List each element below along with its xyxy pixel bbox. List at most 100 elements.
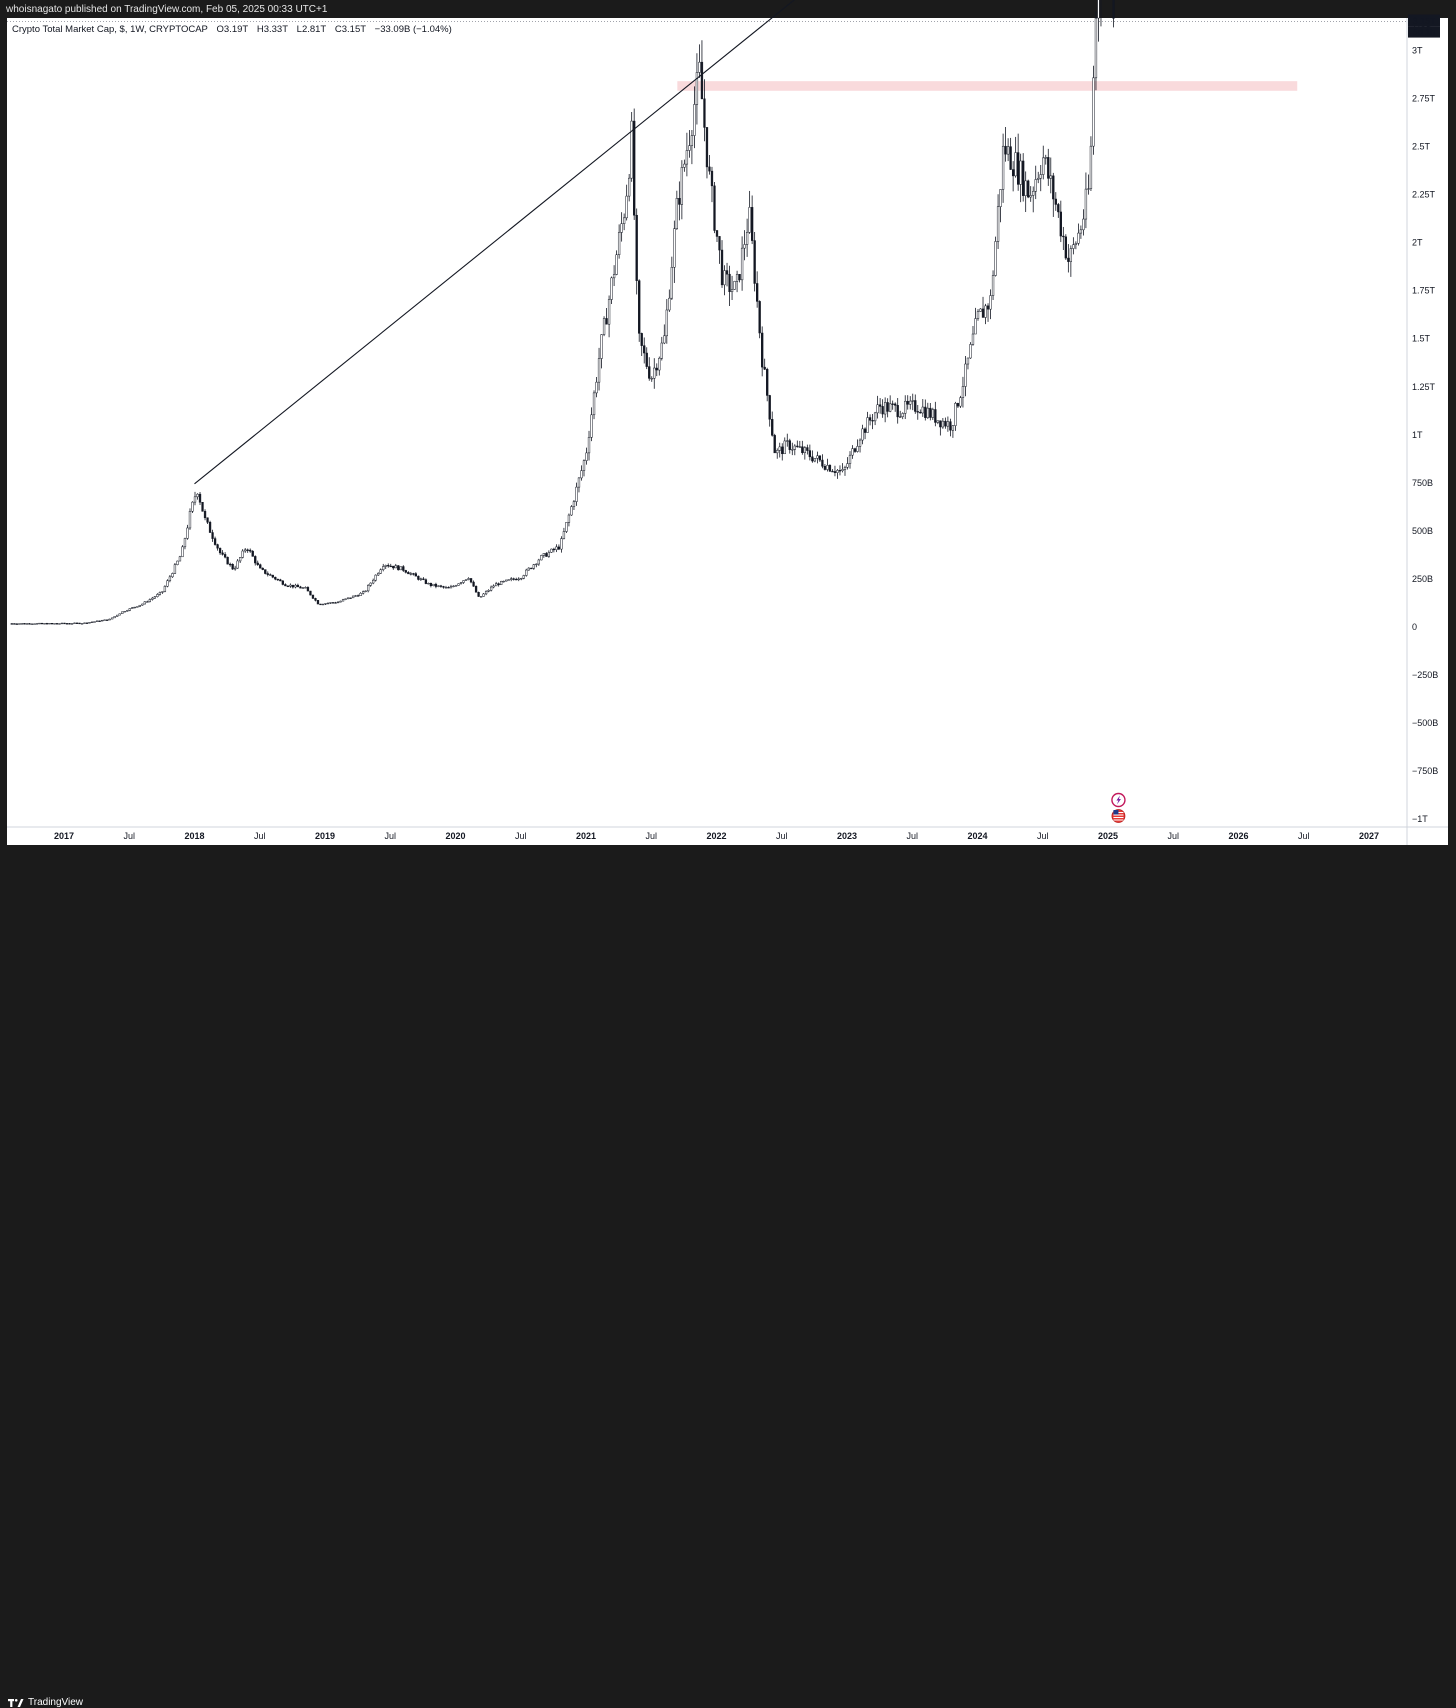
y-tick-label: −500B [1412,718,1438,728]
candle-body [23,623,26,625]
candle-body [1062,235,1065,238]
x-tick-label: Jul [254,831,266,841]
candle-body [695,72,699,105]
candle-body [894,403,897,406]
candle-body [773,435,776,454]
candle-body [171,573,174,578]
x-tick-label: Jul [1167,831,1179,841]
candle-body [941,420,945,428]
candle-body [555,546,558,551]
candle-body [196,493,199,498]
ohlc-open: O3.19T [216,24,249,35]
candle-body [577,477,581,488]
candle-body [181,546,184,558]
candle-body [452,585,455,588]
candle-body [161,591,164,593]
candle-body [791,449,794,451]
candle-body [866,417,869,433]
candle-body [38,622,41,625]
candle-body [389,565,392,568]
candle-body [364,590,367,592]
candle-body [20,623,23,625]
y-tick-label: 750B [1412,478,1433,488]
candle-body [949,421,952,431]
x-tick-label: Jul [1298,831,1310,841]
x-tick-label: Jul [123,831,135,841]
candle-body [645,352,648,367]
candle-body [33,623,36,625]
candle-body [648,366,651,379]
candle-body [633,120,636,216]
candle-body [284,584,287,587]
candle-body [547,552,551,557]
brand-name: TradingView [28,1697,84,1708]
candle-body [981,308,985,318]
candle-body [254,556,257,564]
candle-body [55,623,59,625]
candle-body [472,581,475,587]
candle-body [690,135,694,146]
candle-body [422,578,425,580]
candle-body [891,403,894,405]
candle-body [520,578,523,580]
candle-body [801,446,804,453]
candle-body [971,333,975,345]
candle-body [728,273,731,293]
x-tick-label: Jul [776,831,788,841]
candle-body [688,145,691,151]
candle-body [291,584,295,588]
candle-body [560,538,563,550]
candle-body [771,419,774,436]
candle-body [683,163,686,168]
candle-body [131,607,134,609]
candle-body [484,591,488,595]
candle-body [495,583,498,587]
y-tick-label: −250B [1412,670,1438,680]
candle-body [100,620,104,622]
candle-body [269,574,272,576]
candle-body [750,207,754,241]
candle-body [630,120,633,179]
candle-body [660,342,663,359]
candle-body [748,207,751,233]
candle-body [1034,179,1037,192]
candle-body [685,150,689,165]
candle-body [45,623,49,625]
candle-body [106,619,109,621]
price-chart[interactable]: USD3T2.75T2.5T2.25T2T1.75T1.5T1.25T1T750… [0,0,1456,869]
candle-body [1001,145,1005,190]
candle-body [979,308,982,312]
candle-body [781,446,784,455]
candle-body [713,185,716,231]
candle-body [856,446,859,452]
candle-body [841,469,844,471]
y-tick-label: 1.5T [1412,334,1431,344]
candle-body [141,603,144,606]
candle-body [213,538,217,545]
candle-body [459,582,463,584]
chart-frame[interactable] [7,18,1448,845]
candle-body [1039,174,1042,179]
candle-body [259,564,262,569]
trendline-main[interactable] [194,0,1273,485]
support-zone[interactable] [677,81,1298,91]
candle-body [848,454,852,464]
candle-body [675,198,678,229]
candle-body [502,580,505,583]
candle-body [778,446,781,451]
x-tick-label: Jul [515,831,527,841]
candle-body [530,567,533,570]
candle-body [183,538,187,548]
candle-body [299,586,302,589]
candle-body [951,425,955,431]
candle-body [211,532,214,539]
candle-body [838,470,842,472]
candle-body [351,595,355,599]
candle-body [128,608,131,611]
candle-body [934,409,937,423]
candle-body [482,593,485,597]
tradingview-logo[interactable]: TradingView [8,1697,83,1708]
y-tick-label: 1T [1412,430,1423,440]
candle-body [439,585,443,587]
candle-body [700,61,704,100]
